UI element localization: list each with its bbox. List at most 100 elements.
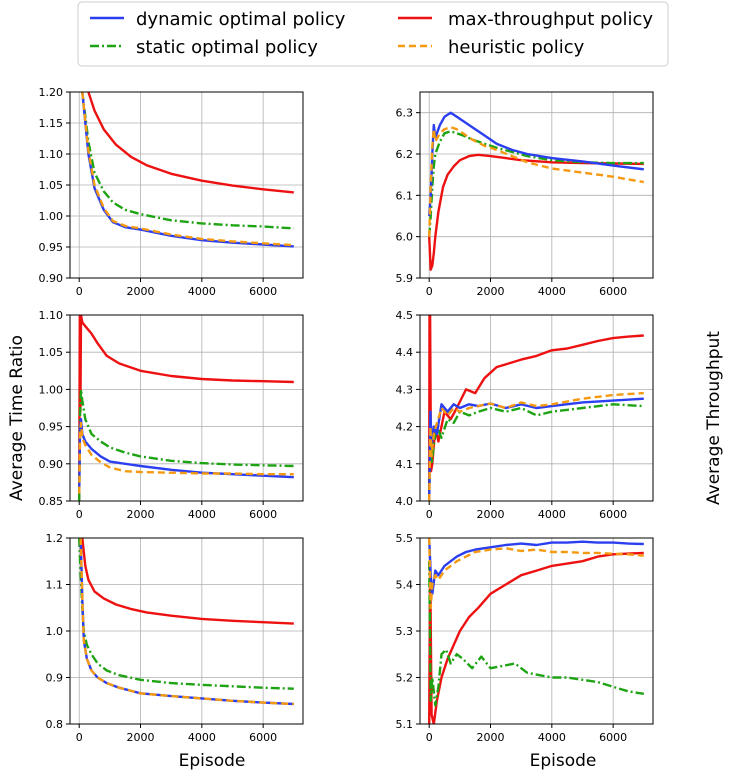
y-tick-label: 5.4 bbox=[396, 579, 414, 592]
y-tick-label: 1.00 bbox=[39, 210, 64, 223]
panel-middle-left: 0.85 0.90 0.95 1.00 1.05 1.10 0 2000 4000 6000 bbox=[39, 309, 304, 521]
y-tick-label: 1.10 bbox=[39, 309, 64, 322]
y-tick-label: 0.85 bbox=[39, 495, 64, 508]
y-tick-label: 4.3 bbox=[396, 383, 414, 396]
x-tick-label: 0 bbox=[76, 285, 83, 298]
y-tick-label: 6.3 bbox=[396, 107, 414, 120]
series-line-static bbox=[428, 130, 644, 237]
y-tick-label: 4.2 bbox=[396, 421, 414, 434]
panel-bottom-right: 5.1 5.2 5.3 5.4 5.5 0 2000 4000 6000 bbox=[396, 532, 654, 744]
y-tick-label: 0.90 bbox=[39, 272, 64, 285]
y-tick-label: 0.8 bbox=[46, 718, 64, 731]
x-tick-label: 6000 bbox=[599, 285, 627, 298]
panel-top-left: 0.90 0.95 1.00 1.05 1.10 1.15 1.20 0 2000 4000 600… bbox=[39, 86, 304, 298]
series-line-dynamic bbox=[428, 538, 644, 595]
y-tick-label: 4.5 bbox=[396, 309, 414, 322]
legend-label-max: max-throughput policy bbox=[448, 9, 653, 30]
y-tick-label: 4.0 bbox=[396, 495, 414, 508]
series-line-heuristic bbox=[78, 421, 294, 494]
y-tick-label: 1.10 bbox=[39, 148, 64, 161]
legend: dynamic optimal policy static optimal po… bbox=[77, 1, 669, 67]
series-line-static bbox=[428, 403, 644, 501]
legend-label-static: static optimal policy bbox=[136, 37, 318, 58]
series-line-max bbox=[87, 92, 294, 194]
x-tick-label: 2000 bbox=[127, 508, 155, 521]
series-line-heuristic bbox=[428, 391, 644, 501]
y-tick-label: 1.15 bbox=[39, 117, 64, 130]
y-tick-label: 1.0 bbox=[46, 625, 64, 638]
panel-middle-right: 4.0 4.1 4.2 4.3 4.4 4.5 0 2000 4000 6000 bbox=[396, 309, 654, 521]
x-tick-label: 2000 bbox=[477, 285, 505, 298]
y-tick-label: 5.1 bbox=[396, 718, 414, 731]
x-tick-label: 6000 bbox=[249, 731, 277, 744]
series-line-max bbox=[81, 538, 294, 625]
series-line-heuristic bbox=[81, 92, 294, 247]
right-x-axis-label: Episode bbox=[530, 751, 597, 771]
series-line-max bbox=[428, 551, 644, 724]
y-tick-label: 1.2 bbox=[46, 532, 64, 545]
y-tick-label: 1.05 bbox=[39, 179, 64, 192]
x-tick-label: 2000 bbox=[477, 731, 505, 744]
series-line-static bbox=[78, 388, 294, 501]
x-tick-label: 4000 bbox=[188, 285, 216, 298]
y-tick-label: 0.90 bbox=[39, 458, 64, 471]
x-tick-label: 4000 bbox=[538, 731, 566, 744]
x-tick-label: 6000 bbox=[249, 285, 277, 298]
series-line-heuristic bbox=[79, 538, 294, 706]
x-tick-label: 0 bbox=[426, 731, 433, 744]
y-tick-label: 4.1 bbox=[396, 458, 414, 471]
x-tick-label: 2000 bbox=[127, 285, 155, 298]
x-tick-label: 6000 bbox=[599, 508, 627, 521]
right-y-axis-label: Average Throughput bbox=[704, 331, 724, 505]
left-x-axis-label: Episode bbox=[179, 751, 246, 771]
left-y-axis-label: Average Time Ratio bbox=[7, 335, 27, 501]
series-line-dynamic bbox=[81, 92, 294, 248]
series-line-heuristic bbox=[428, 538, 644, 609]
y-tick-label: 5.2 bbox=[396, 672, 414, 685]
y-tick-label: 0.95 bbox=[39, 241, 64, 254]
series-line-dynamic bbox=[78, 418, 294, 494]
x-tick-label: 2000 bbox=[127, 731, 155, 744]
y-tick-label: 1.20 bbox=[39, 86, 64, 99]
x-tick-label: 0 bbox=[426, 285, 433, 298]
series-line-dynamic bbox=[428, 397, 644, 501]
x-tick-label: 4000 bbox=[188, 731, 216, 744]
series-line-max bbox=[78, 315, 294, 501]
panel-bottom-left: 0.8 0.9 1.0 1.1 1.2 0 2000 4000 6000 bbox=[46, 532, 304, 744]
y-tick-label: 6.0 bbox=[396, 231, 414, 244]
x-tick-label: 4000 bbox=[188, 508, 216, 521]
y-tick-label: 6.1 bbox=[396, 189, 414, 202]
series-line-max bbox=[428, 153, 644, 271]
y-tick-label: 1.05 bbox=[39, 346, 64, 359]
y-tick-label: 0.9 bbox=[46, 672, 64, 685]
y-tick-label: 5.5 bbox=[396, 532, 414, 545]
y-tick-label: 4.4 bbox=[396, 346, 414, 359]
axes-frame bbox=[419, 314, 654, 502]
y-tick-label: 5.3 bbox=[396, 625, 414, 638]
axes-frame bbox=[419, 91, 654, 279]
x-tick-label: 6000 bbox=[599, 731, 627, 744]
y-tick-label: 0.95 bbox=[39, 421, 64, 434]
legend-label-dynamic: dynamic optimal policy bbox=[136, 9, 346, 30]
series-line-dynamic bbox=[428, 111, 644, 217]
x-tick-label: 4000 bbox=[538, 285, 566, 298]
series-line-static bbox=[428, 561, 644, 707]
x-tick-label: 2000 bbox=[477, 508, 505, 521]
x-tick-label: 0 bbox=[76, 508, 83, 521]
y-tick-label: 1.1 bbox=[46, 579, 64, 592]
y-tick-label: 1.00 bbox=[39, 383, 64, 396]
x-tick-label: 6000 bbox=[249, 508, 277, 521]
legend-frame bbox=[77, 1, 669, 67]
y-tick-label: 6.2 bbox=[396, 148, 414, 161]
series-line-static bbox=[78, 538, 294, 690]
x-tick-label: 0 bbox=[426, 508, 433, 521]
series-line-static bbox=[81, 92, 294, 230]
panel-top-right: 5.9 6.0 6.1 6.2 6.3 0 2000 4000 6000 bbox=[396, 91, 654, 298]
series-line-max bbox=[428, 315, 644, 501]
y-tick-label: 5.9 bbox=[396, 272, 414, 285]
legend-label-heuristic: heuristic policy bbox=[448, 37, 585, 58]
axes-frame bbox=[69, 314, 304, 502]
x-tick-label: 4000 bbox=[538, 508, 566, 521]
series-line-heuristic bbox=[428, 125, 645, 237]
